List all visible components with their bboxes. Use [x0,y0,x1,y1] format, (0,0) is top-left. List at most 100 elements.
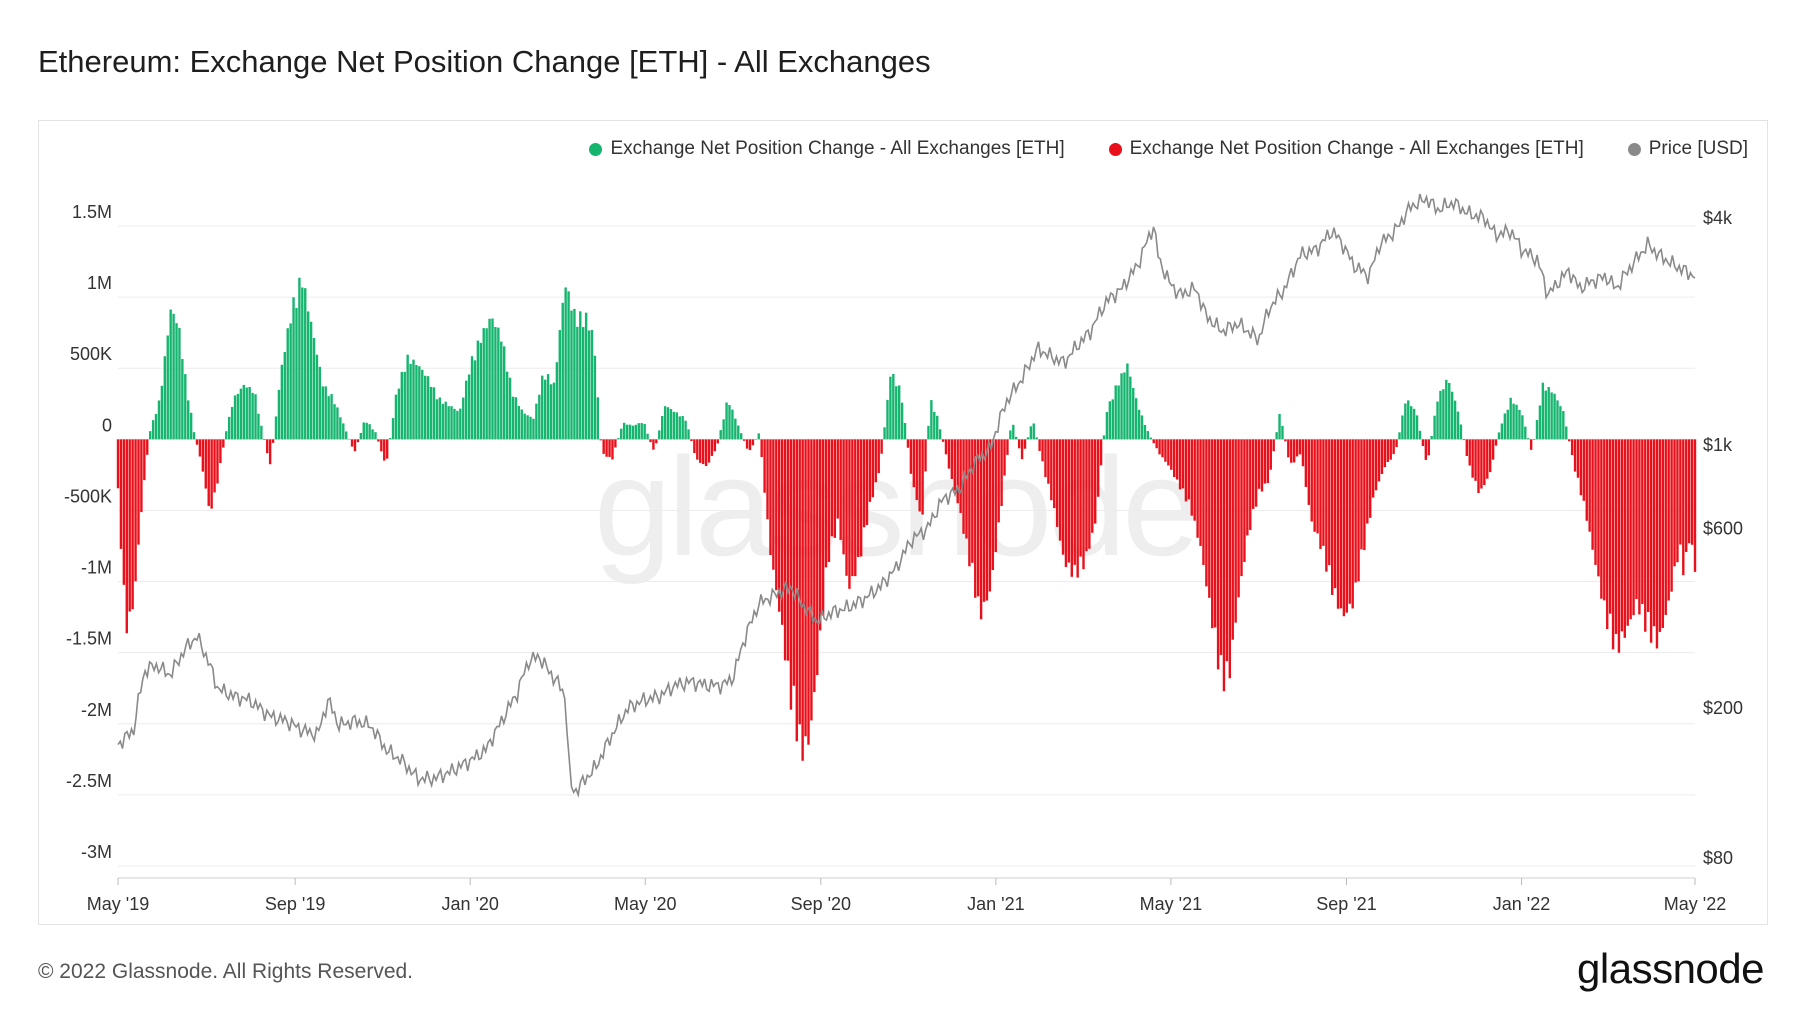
bar [1559,406,1562,440]
bar [1670,439,1673,592]
bar [1541,382,1545,440]
x-tick-label: May '19 [87,894,149,914]
bar [1336,439,1340,609]
legend-item-outflow[interactable]: Exchange Net Position Change - All Excha… [1108,138,1584,160]
bar [1418,430,1422,440]
bar [1284,439,1287,442]
bar [546,374,550,440]
bar [836,439,839,519]
bar [965,439,968,539]
bar [523,413,526,440]
bar [476,340,480,440]
bar [1553,393,1556,440]
bar [187,400,190,440]
legend-item-inflow[interactable]: Exchange Net Position Change - All Excha… [589,138,1065,160]
bar [1509,397,1512,440]
bar [151,420,155,440]
bar [1058,439,1062,541]
bar [254,394,257,440]
bar [391,418,395,440]
bar [1371,439,1375,498]
bar [857,439,860,558]
bar [924,439,927,472]
bar [1047,439,1050,484]
bar [1126,363,1129,440]
bar [763,439,766,493]
bar [362,422,365,440]
bar [1357,439,1360,582]
copyright: © 2022 Glassnode. All Rights Reserved. [38,960,414,983]
bar [1661,439,1665,628]
bar [125,439,128,634]
bar [936,415,939,440]
bar [503,346,506,440]
bar [772,439,775,570]
bar [1290,439,1293,463]
bar [1679,439,1682,545]
bar [345,431,348,440]
bar [1345,439,1349,613]
legend-label-outflow: Exchange Net Position Change - All Excha… [1129,138,1584,159]
bar [737,425,740,440]
bar [1322,439,1325,546]
bar [397,388,401,440]
bar [669,409,673,440]
bar [886,399,889,440]
bar [1053,439,1056,509]
bar [1576,439,1580,478]
bar [871,439,875,498]
bar [1506,409,1509,440]
bar [266,439,269,454]
price-series [117,193,1696,799]
bar [189,412,193,440]
bar [1427,439,1430,456]
bar [1193,439,1196,521]
bar [1111,399,1114,440]
bar [336,407,339,440]
bar [1644,439,1647,632]
bar [368,424,371,440]
bar [880,439,883,454]
legend-item-price[interactable]: Price [USD] [1627,138,1748,160]
bar [1392,439,1395,455]
bar [505,371,509,440]
bar [631,425,635,440]
bar [851,439,854,577]
bar [1512,403,1515,440]
bar [1073,439,1076,565]
bar [424,375,427,440]
bar [175,323,178,440]
bar [678,416,681,440]
bar [163,356,167,440]
bar [1339,439,1343,609]
bar [421,369,424,440]
bar [479,342,482,440]
bar [1134,398,1138,440]
bar [333,404,336,440]
bar [1655,439,1659,649]
bar [997,439,1000,523]
bar [1412,408,1416,440]
bar [1254,439,1258,507]
bar [658,430,661,440]
bar [974,439,977,598]
bar [1298,439,1302,455]
bar [918,439,921,512]
bar [453,408,456,440]
bar [511,396,515,440]
bar [543,379,547,440]
bar [786,439,790,661]
bar [418,366,421,440]
bar [207,439,210,506]
bar [216,439,219,484]
bar [192,432,196,440]
bar [994,439,997,553]
bar [541,375,544,440]
bar [1491,439,1495,460]
bar [1099,439,1103,466]
bar [830,439,834,537]
bar [1044,439,1047,478]
bar [947,439,951,469]
bar [1249,439,1252,530]
x-tick-label: Sep '20 [791,894,852,914]
